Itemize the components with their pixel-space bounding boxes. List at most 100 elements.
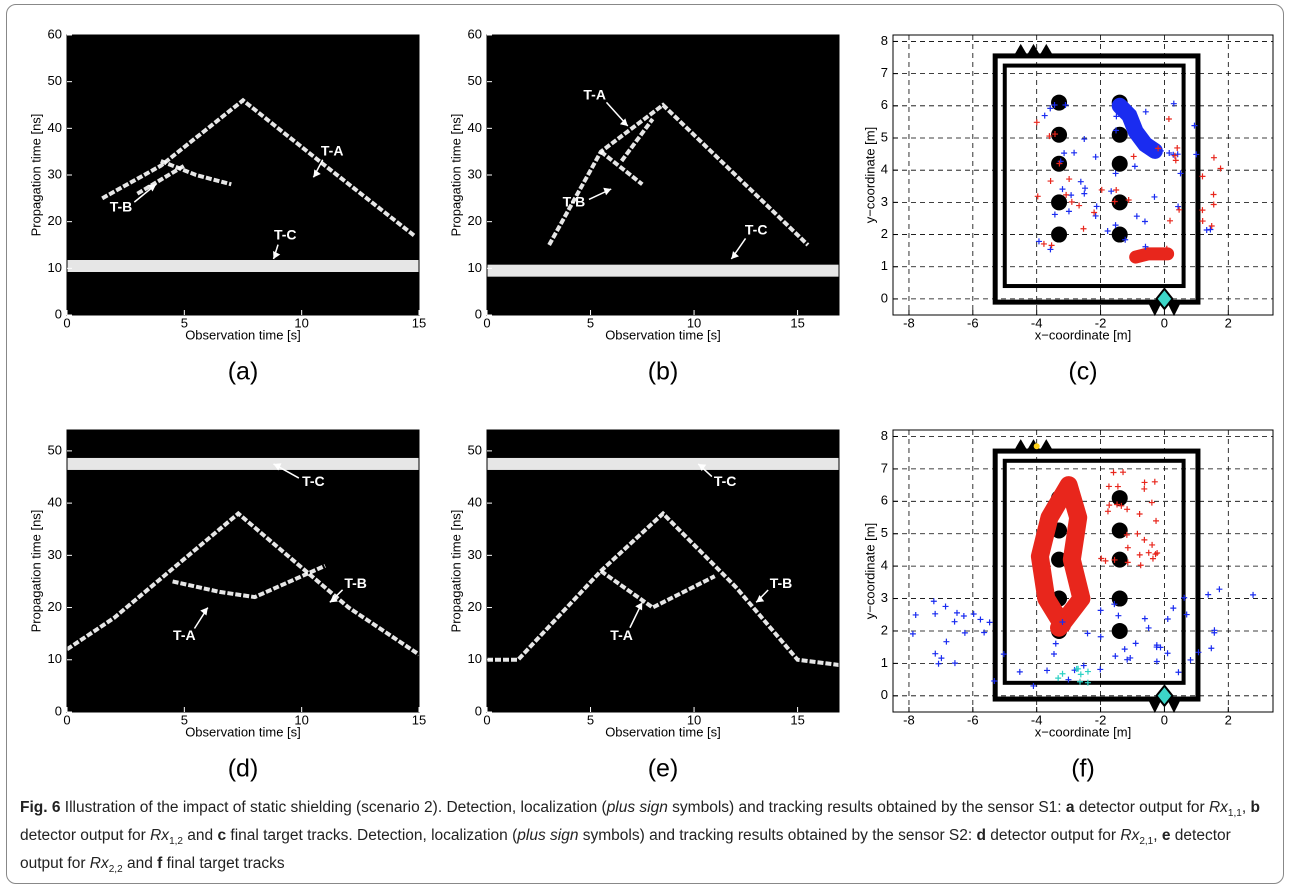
detection	[1065, 676, 1072, 683]
x-tick-label: -6	[967, 712, 979, 727]
detection	[1114, 483, 1121, 490]
detection	[953, 609, 960, 616]
plot-area	[67, 430, 419, 712]
detection	[1134, 530, 1141, 537]
panel-label: (e)	[648, 755, 679, 783]
antenna	[1039, 43, 1054, 56]
detection	[1141, 485, 1148, 492]
pillar	[1111, 551, 1128, 568]
detection	[1035, 238, 1042, 245]
detection	[1047, 105, 1054, 112]
detection	[1046, 133, 1053, 140]
y-tick-label: 4	[881, 558, 888, 573]
detection	[1073, 665, 1080, 672]
detection	[1080, 225, 1087, 232]
x-tick-label: 10	[687, 315, 701, 330]
y-tick-label: 7	[881, 460, 888, 475]
pillar	[1051, 194, 1068, 211]
caption-text: symbols) and tracking results obtained b…	[667, 799, 1066, 816]
y-tick-label: 30	[48, 166, 62, 181]
y-tick-label: 30	[48, 547, 62, 562]
detection	[951, 618, 958, 625]
y-tick-label: 10	[48, 651, 62, 666]
detection	[1112, 222, 1119, 229]
detection	[1034, 193, 1041, 200]
detection	[943, 638, 950, 645]
detection	[1000, 651, 1007, 658]
y-tick-label: 40	[48, 495, 62, 510]
pillar	[1111, 522, 1128, 539]
detection	[1171, 152, 1178, 159]
y-tick-label: 60	[48, 26, 62, 41]
detection	[1098, 555, 1105, 562]
detection	[1210, 201, 1217, 208]
y-tick-label: 20	[468, 599, 482, 614]
detection	[970, 610, 977, 617]
antenna	[1039, 439, 1054, 452]
detection	[1205, 591, 1212, 598]
panel-label: (c)	[1068, 358, 1097, 386]
clutter-band	[67, 457, 419, 470]
detection	[1208, 222, 1215, 229]
trace	[599, 569, 716, 610]
caption-text: Fig. 6	[20, 799, 61, 816]
x-tick-label: -8	[903, 315, 915, 330]
antenna	[1147, 302, 1162, 317]
detection	[1122, 236, 1129, 243]
caption-text: d	[976, 827, 986, 845]
plot-area	[893, 35, 1273, 315]
detection	[1177, 170, 1184, 177]
x-tick-label: 5	[587, 712, 594, 727]
y-axis-label: Propagation time [ns]	[448, 114, 463, 237]
annotation-arrowhead	[329, 595, 338, 603]
x-tick-label: -4	[1031, 712, 1043, 727]
annotation-arrowhead	[731, 251, 739, 259]
detection	[932, 650, 939, 657]
pillar	[1111, 590, 1128, 607]
detection	[1145, 624, 1152, 631]
annotation: T-A	[321, 142, 344, 158]
detection	[1193, 151, 1200, 158]
pillar	[1111, 226, 1128, 243]
clutter-band	[487, 264, 839, 277]
trace	[172, 563, 326, 600]
annotation: T-A	[583, 86, 606, 102]
detection	[1151, 193, 1158, 200]
detection	[1092, 153, 1099, 160]
trace	[101, 97, 416, 238]
detection	[1081, 190, 1088, 197]
annotation-arrowhead	[273, 463, 282, 471]
trace	[487, 510, 840, 667]
detection	[1199, 173, 1206, 180]
detection	[1120, 469, 1127, 476]
trace	[136, 163, 186, 196]
wall	[992, 53, 1201, 305]
y-tick-label: 6	[881, 97, 888, 112]
y-tick-label: 3	[881, 194, 888, 209]
y-tick-label: 50	[468, 442, 482, 457]
detection	[1155, 145, 1162, 152]
caption-text: a	[1065, 799, 1075, 816]
detection	[1183, 611, 1190, 618]
clutter-band	[487, 457, 839, 470]
x-tick-label: -8	[903, 712, 915, 727]
detection	[1131, 163, 1138, 170]
detection	[1195, 649, 1202, 656]
detection	[1097, 633, 1104, 640]
detection	[1112, 653, 1119, 660]
detection	[1055, 675, 1062, 682]
plot-content	[893, 430, 1273, 714]
detection	[1047, 178, 1054, 185]
x-axis-label: Observation time [s]	[605, 327, 721, 342]
detection	[1052, 640, 1059, 647]
x-tick-label: 2	[1225, 712, 1232, 727]
panel-label: (d)	[228, 755, 259, 783]
y-tick-label: 1	[881, 655, 888, 670]
detection	[977, 616, 984, 623]
detection	[1124, 506, 1131, 513]
annotation-arrowhead	[200, 607, 208, 616]
detection	[1216, 586, 1223, 593]
caption-text: 2,2	[108, 864, 123, 876]
x-tick-label: 5	[181, 315, 188, 330]
caption-text: Illustration of the impact of static shi…	[60, 799, 607, 816]
